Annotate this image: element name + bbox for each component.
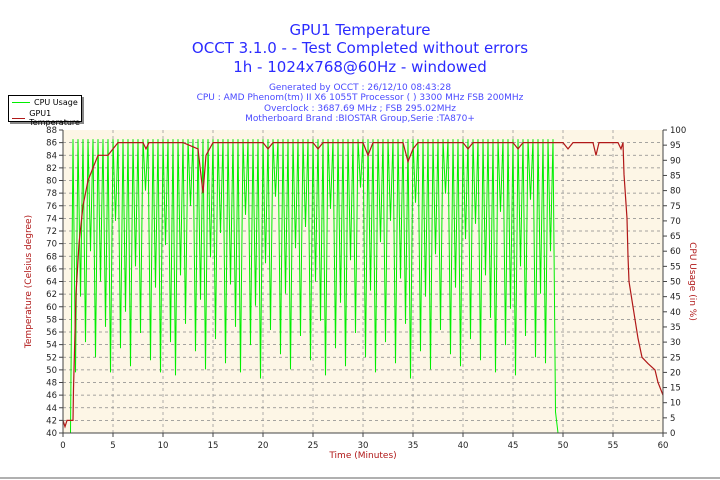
y2-tick-label: 15 (670, 384, 681, 394)
y-tick-label: 66 (46, 265, 57, 275)
y2-tick-label: 20 (670, 368, 681, 378)
bottom-divider (0, 477, 720, 479)
y2-tick-label: 10 (670, 399, 681, 409)
y2-tick-label: 45 (670, 293, 681, 303)
y-tick-label: 72 (46, 227, 57, 237)
x-tick-label: 50 (558, 441, 569, 451)
y-tick-label: 50 (46, 366, 57, 376)
gpu-temperature-line (62, 142, 664, 429)
info-motherboard: Motherboard Brand :BIOSTAR Group,Serie :… (245, 114, 475, 124)
y-tick-label: 42 (46, 416, 57, 426)
y2-tick-label: 0 (670, 429, 675, 439)
x-tick-label: 40 (458, 441, 469, 451)
y-tick-label: 60 (46, 303, 57, 313)
y-tick-label: 64 (46, 278, 57, 288)
y2-tick-label: 65 (670, 232, 681, 242)
legend-item-temp: GPU1 Temperature (12, 109, 85, 127)
y-tick-label: 88 (46, 126, 57, 136)
y-tick-label: 52 (46, 353, 57, 363)
y-tick-label: 48 (46, 379, 57, 389)
y2-tick-label: 60 (670, 247, 681, 257)
info-cpu: CPU : AMD Phenom(tm) II X6 1055T Process… (196, 93, 524, 103)
y2-tick-label: 25 (670, 353, 681, 363)
y2-tick-label: 80 (670, 187, 681, 197)
y2-tick-label: 40 (670, 308, 681, 318)
y2-tick-label: 70 (670, 217, 681, 227)
y2-tick-label: 5 (670, 414, 675, 424)
x-tick-label: 0 (60, 441, 65, 451)
y-tick-label: 80 (46, 177, 57, 187)
y2-tick-label: 85 (670, 171, 681, 181)
y-tick-label: 40 (46, 429, 57, 439)
legend-item-cpu: CPU Usage (12, 98, 78, 107)
x-axis-label: Time (Minutes) (328, 451, 396, 461)
y2-tick-label: 90 (670, 156, 681, 166)
y-tick-label: 44 (46, 404, 57, 414)
y-axis-label: Temperature (Celsius degree) (24, 215, 34, 349)
y2-tick-label: 50 (670, 278, 681, 288)
y-tick-label: 46 (46, 391, 57, 401)
x-tick-label: 55 (608, 441, 619, 451)
y-tick-label: 84 (46, 151, 57, 161)
y-tick-label: 54 (46, 341, 57, 351)
y-tick-label: 62 (46, 290, 57, 300)
y-tick-label: 56 (46, 328, 57, 338)
x-tick-label: 15 (208, 441, 219, 451)
info-overclock: Overclock : 3687.69 MHz ; FSB 295.02MHz (264, 103, 456, 114)
y-tick-label: 82 (46, 164, 57, 174)
y2-tick-label: 30 (670, 338, 681, 348)
y-tick-label: 68 (46, 252, 57, 262)
x-tick-label: 5 (110, 441, 115, 451)
chart-subtitle-mode: 1h - 1024x768@60Hz - windowed (233, 58, 487, 76)
y2-tick-label: 100 (670, 126, 686, 136)
y2-tick-label: 35 (670, 323, 681, 333)
x-tick-label: 60 (658, 441, 669, 451)
legend-swatch-cpu (12, 102, 30, 103)
y-tick-label: 76 (46, 202, 57, 212)
y2-tick-label: 75 (670, 202, 681, 212)
legend-swatch-temp (12, 117, 26, 119)
y2-tick-label: 95 (670, 141, 681, 151)
chart-subtitle-test: OCCT 3.1.0 - - Test Completed without er… (191, 39, 529, 57)
x-tick-label: 30 (358, 441, 369, 451)
y-tick-label: 70 (46, 240, 57, 250)
y2-tick-label: 55 (670, 262, 681, 272)
x-tick-label: 35 (408, 441, 419, 451)
x-tick-label: 10 (158, 441, 169, 451)
x-tick-label: 25 (308, 441, 319, 451)
y-tick-label: 86 (46, 139, 57, 149)
y-tick-label: 74 (46, 214, 57, 224)
chart-title: GPU1 Temperature (289, 21, 431, 39)
x-tick-label: 45 (508, 441, 519, 451)
info-generated: Generated by OCCT : 26/12/10 08:43:28 (268, 83, 452, 93)
x-tick-label: 20 (258, 441, 269, 451)
y-tick-label: 78 (46, 189, 57, 199)
y2-axis-label: CPU Usage (in %) (687, 242, 697, 321)
legend-label-temp: GPU1 Temperature (29, 109, 80, 127)
cpu-usage-line (63, 139, 596, 434)
legend-label-cpu: CPU Usage (34, 98, 78, 107)
legend: CPU Usage GPU1 Temperature (8, 95, 82, 127)
y-tick-label: 58 (46, 315, 57, 325)
